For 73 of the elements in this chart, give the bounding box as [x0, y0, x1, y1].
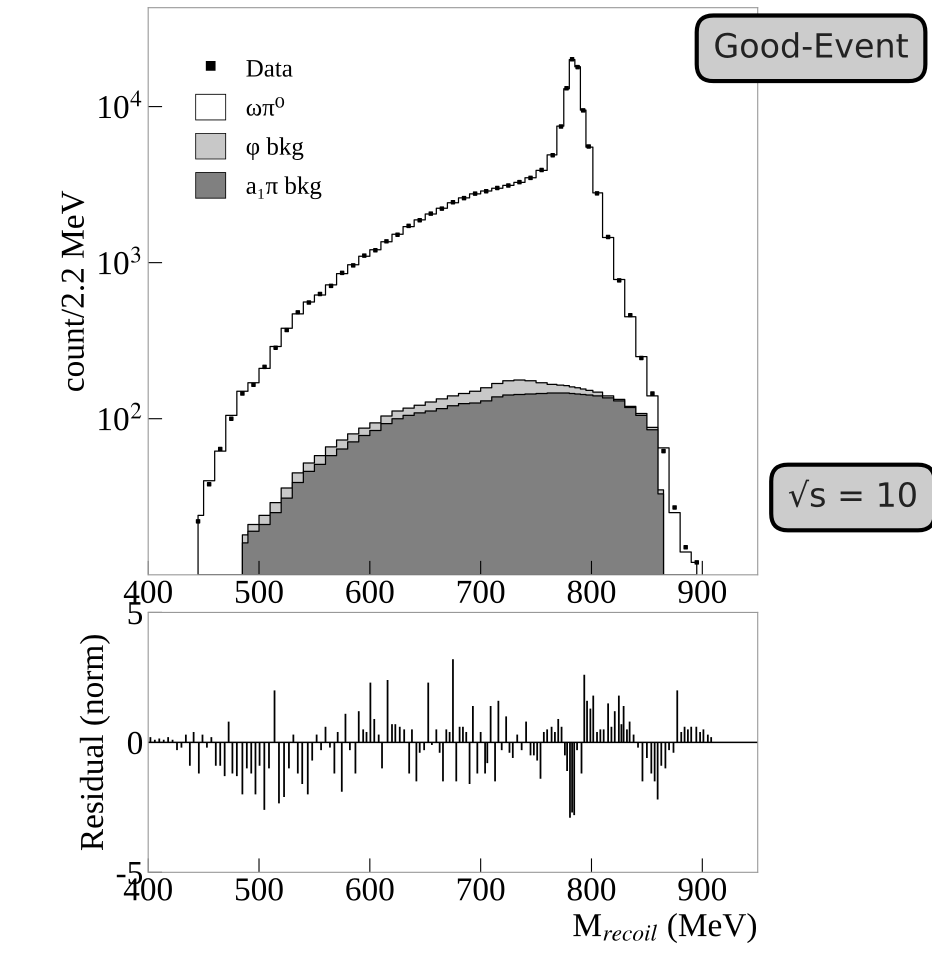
point: [606, 234, 610, 240]
point: [564, 86, 569, 91]
point: [639, 356, 644, 360]
legend-label: a₁π bkg: [246, 176, 322, 200]
legend-label: ωπ⁰: [246, 97, 284, 116]
point: [362, 253, 367, 258]
point: [428, 211, 434, 216]
point: [506, 183, 511, 188]
point: [417, 218, 422, 222]
point: [406, 224, 411, 228]
point: [306, 300, 312, 305]
point: [616, 278, 622, 283]
point: [395, 232, 400, 237]
point: [373, 248, 378, 253]
point: [206, 482, 212, 487]
point: [628, 313, 633, 318]
point: [229, 416, 234, 421]
text: √s = 10: [788, 480, 916, 508]
y-tick-label: 10$^{4}$: [99, 90, 142, 118]
x-tick-label: 900: [678, 878, 726, 901]
point: [661, 448, 666, 454]
x-tick-label: 700: [458, 580, 504, 604]
point: [462, 196, 466, 200]
point: [284, 328, 289, 332]
point: [440, 206, 444, 211]
y-axis-title: count/2.2 MeV: [62, 190, 84, 391]
point: [318, 292, 322, 296]
point: [550, 152, 555, 158]
point: [328, 284, 334, 288]
y-tick-label: 0: [128, 732, 142, 754]
y-tick-label: 10$^{3}$: [99, 246, 140, 274]
x-tick-label: 800: [568, 580, 616, 604]
x-tick-label: 400: [124, 580, 172, 604]
x-tick-label: 800: [568, 878, 616, 901]
x-tick-label: 600: [346, 580, 394, 604]
point: [586, 144, 591, 149]
point: [350, 263, 356, 268]
y-tick-label: 10$^{2}$: [99, 402, 142, 430]
x-tick-label: 600: [346, 878, 394, 901]
point: [594, 191, 600, 196]
point: [495, 186, 500, 190]
x-tick-label: 700: [458, 878, 504, 901]
x-tick-label: 900: [678, 580, 726, 604]
point: [240, 391, 245, 396]
point: [575, 64, 580, 70]
point: [340, 270, 344, 276]
point: [296, 310, 300, 315]
point: [196, 519, 200, 524]
annotation: Good-Event: [715, 32, 908, 58]
point: [570, 57, 574, 62]
y-axis-title: Residual (norm): [80, 635, 110, 850]
point: [558, 124, 564, 129]
legend-label: Data: [246, 60, 293, 77]
point: [528, 176, 533, 180]
x-tick-label: 500: [236, 878, 283, 901]
legend-label: φ bkg: [246, 137, 304, 160]
point: [539, 168, 544, 172]
y-tick-label: 5: [128, 602, 142, 624]
point: [472, 191, 478, 196]
point: [273, 345, 278, 350]
point: [251, 382, 256, 388]
point: [694, 560, 700, 565]
point: [262, 364, 267, 370]
x-tick-label: 500: [236, 580, 283, 604]
point: [517, 180, 522, 184]
point: [450, 200, 456, 204]
x-axis-title: M$_{recoil}$ (MeV): [573, 912, 756, 944]
point: [580, 108, 586, 113]
point: [672, 505, 677, 510]
point: [683, 545, 688, 550]
point: [650, 391, 655, 396]
point: [384, 239, 389, 244]
point: [484, 188, 488, 194]
